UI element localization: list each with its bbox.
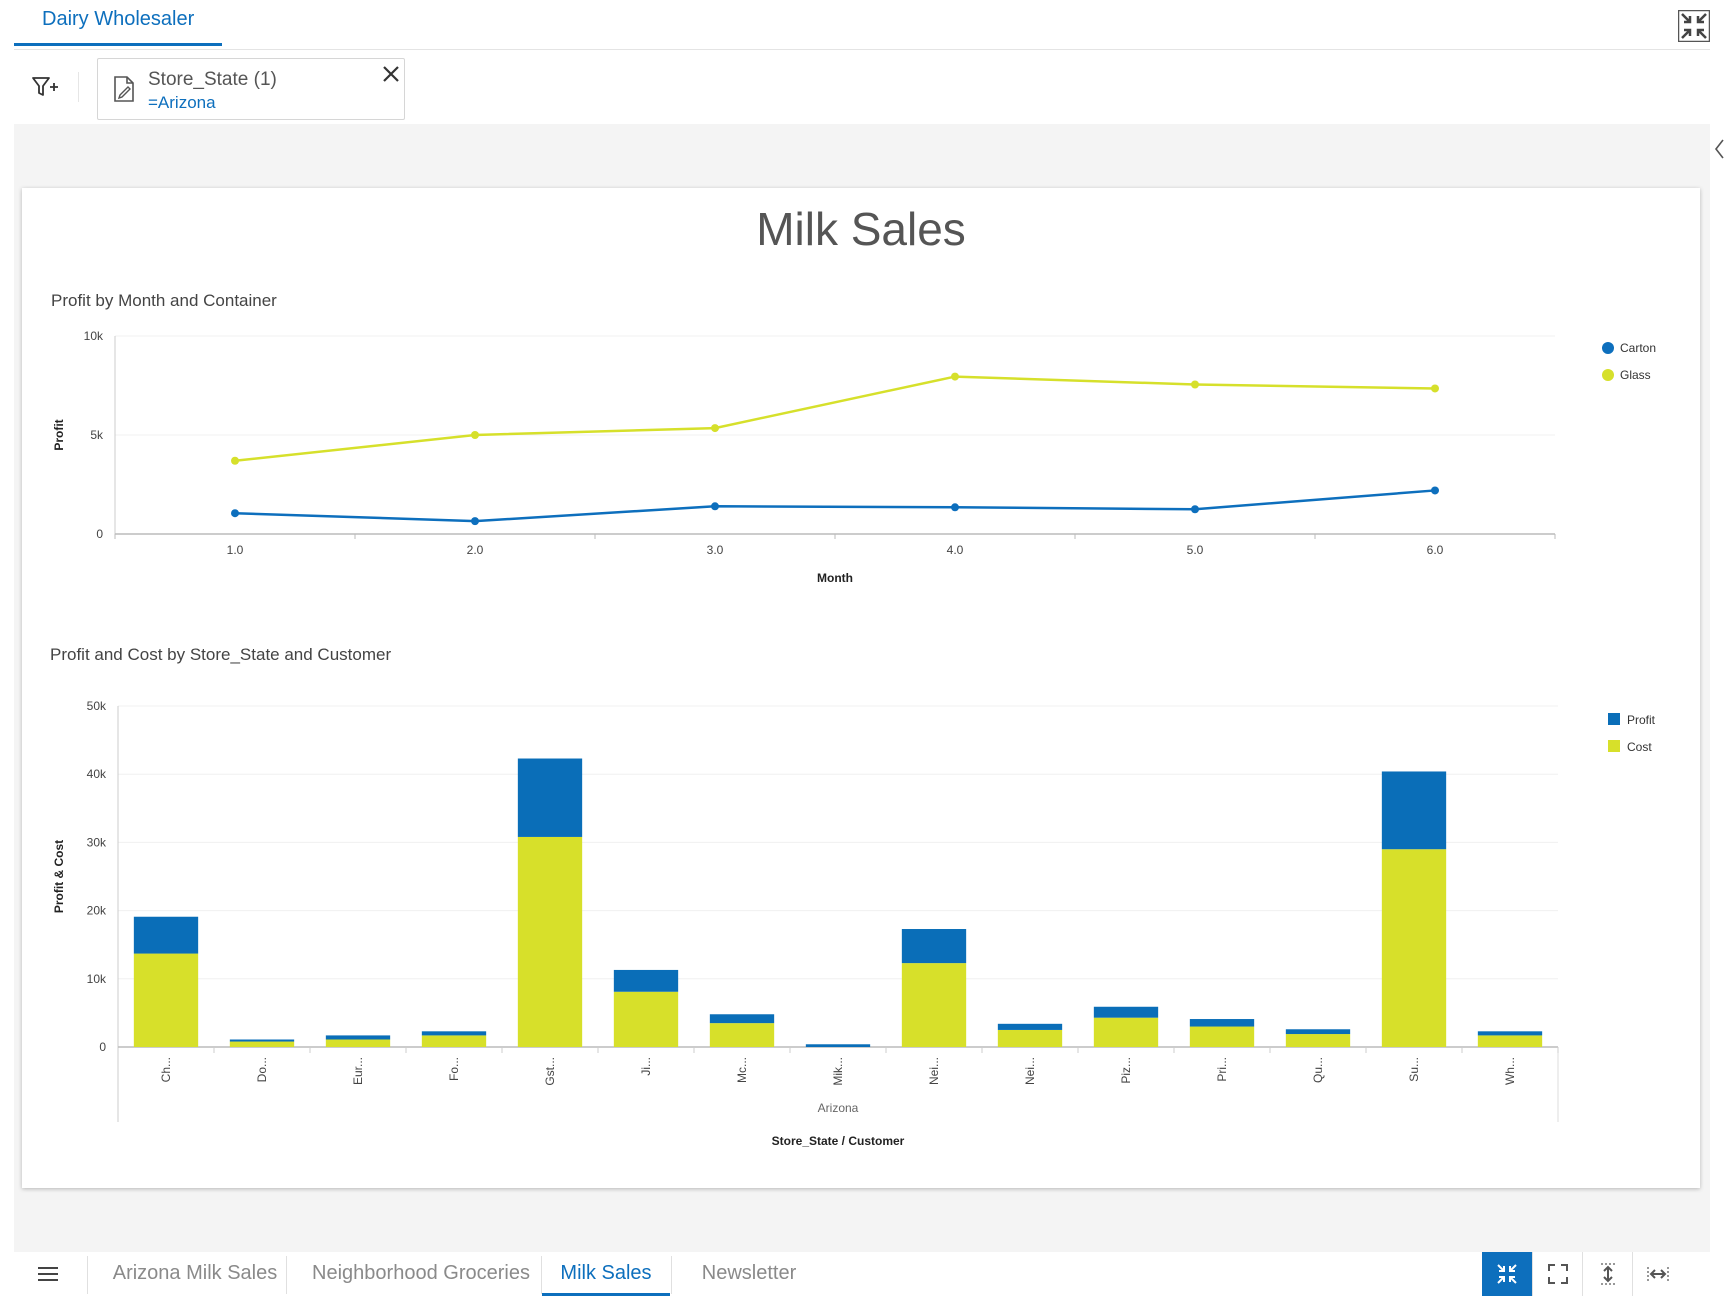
horizontal-arrows-icon	[1647, 1267, 1669, 1281]
fit-width-button[interactable]	[1632, 1252, 1682, 1296]
shrink-icon	[1497, 1264, 1517, 1284]
expand-icon	[1548, 1264, 1568, 1284]
tab-arizona-milk-sales[interactable]: Arizona Milk Sales	[112, 1262, 278, 1284]
fit-to-window-button[interactable]	[1482, 1252, 1532, 1296]
tab-neighborhood-groceries[interactable]: Neighborhood Groceries	[312, 1262, 530, 1284]
filter-bar: Store_State (1) =Arizona	[14, 52, 1710, 124]
tab-milk-sales[interactable]: Milk Sales	[542, 1252, 670, 1296]
divider	[286, 1256, 287, 1294]
vertical-arrows-icon	[1601, 1263, 1615, 1285]
chevron-left-icon[interactable]	[1712, 136, 1726, 162]
add-filter-icon[interactable]	[30, 72, 60, 102]
filter-chip-store-state[interactable]: Store_State (1) =Arizona	[97, 58, 405, 120]
page-title: Milk Sales	[756, 203, 966, 255]
divider	[78, 72, 79, 102]
tab-newsletter[interactable]: Newsletter	[701, 1262, 797, 1284]
hamburger-menu-icon[interactable]	[36, 1264, 60, 1284]
line-chart-title: Profit by Month and Container	[51, 291, 277, 310]
tab-dairy-wholesaler[interactable]: Dairy Wholesaler	[14, 0, 223, 46]
restore-icon[interactable]	[1677, 9, 1711, 43]
divider	[671, 1256, 672, 1294]
dashboard-card: Milk Sales Profit by Month and Container…	[22, 188, 1700, 1188]
divider	[87, 1256, 88, 1294]
filter-value: =Arizona	[148, 93, 216, 112]
filter-name: Store_State (1)	[148, 69, 277, 90]
bar-chart-title: Profit and Cost by Store_State and Custo…	[50, 645, 392, 664]
top-tab-bar: Dairy Wholesaler	[14, 0, 1710, 50]
full-screen-button[interactable]	[1532, 1252, 1582, 1296]
fit-height-button[interactable]	[1582, 1252, 1632, 1296]
bottom-tab-bar: Arizona Milk Sales Neighborhood Grocerie…	[14, 1252, 1710, 1296]
close-icon[interactable]	[380, 63, 402, 85]
divider	[541, 1256, 542, 1294]
edit-document-icon	[111, 75, 137, 103]
